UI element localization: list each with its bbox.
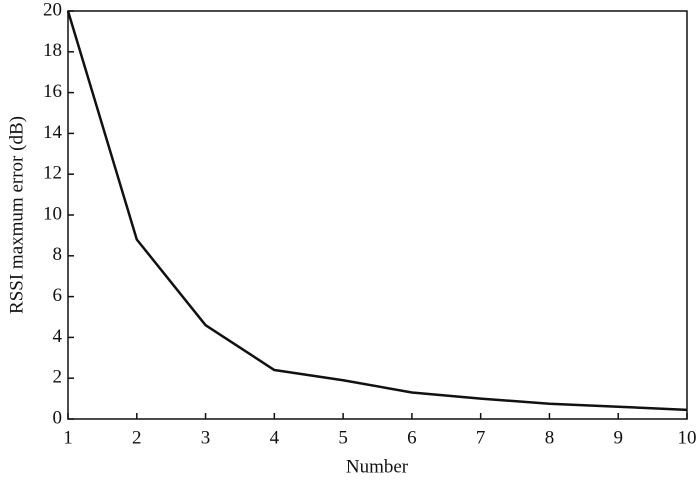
x-tick-label: 9	[613, 427, 623, 448]
y-tick-label: 12	[43, 163, 62, 184]
y-tick-label: 4	[53, 326, 63, 347]
y-tick-label: 20	[43, 0, 62, 20]
x-tick-label: 7	[476, 427, 486, 448]
x-tick-label: 2	[132, 427, 142, 448]
x-tick-label: 1	[63, 427, 73, 448]
x-tick-label: 3	[201, 427, 211, 448]
y-tick-label: 8	[53, 244, 63, 265]
y-tick-label: 0	[53, 407, 63, 428]
y-tick-label: 10	[43, 203, 62, 224]
plot-frame	[67, 10, 688, 420]
y-tick-label: 16	[43, 81, 62, 102]
x-tick-label: 6	[407, 427, 417, 448]
x-tick-label: 8	[545, 427, 555, 448]
x-tick-label: 10	[678, 427, 697, 448]
data-line	[66, 10, 688, 412]
x-tick-label: 5	[338, 427, 348, 448]
y-tick-label: 6	[53, 285, 63, 306]
x-tick-label: 4	[270, 427, 280, 448]
y-axis-label: RSSI maxmum error (dB)	[6, 116, 27, 314]
y-tick-label: 18	[43, 40, 62, 61]
y-tick-label: 14	[43, 122, 63, 143]
y-tick-label: 2	[53, 367, 63, 388]
x-axis-label: Number	[346, 456, 409, 477]
